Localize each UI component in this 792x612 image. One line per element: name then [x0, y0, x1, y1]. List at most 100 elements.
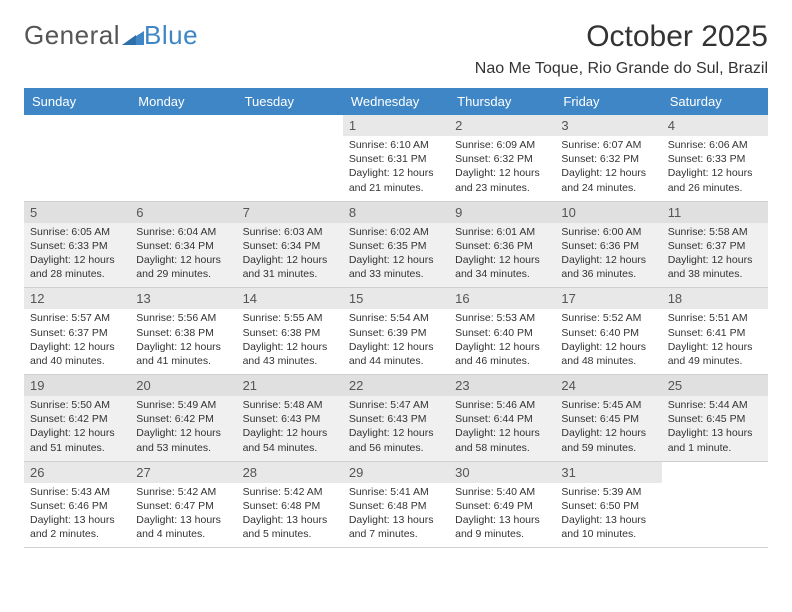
- calendar-table: SundayMondayTuesdayWednesdayThursdayFrid…: [24, 88, 768, 548]
- day-info: Sunrise: 5:56 AMSunset: 6:38 PMDaylight:…: [136, 311, 230, 368]
- title-block: October 2025 Nao Me Toque, Rio Grande do…: [475, 20, 768, 78]
- day-number: 6: [130, 202, 236, 223]
- sunrise-text: Sunrise: 5:58 AM: [668, 225, 762, 239]
- calendar-cell: [130, 115, 236, 201]
- day-number: 9: [449, 202, 555, 223]
- sunset-text: Sunset: 6:40 PM: [455, 326, 549, 340]
- day-header: Thursday: [449, 88, 555, 115]
- daylight-text: Daylight: 12 hours and 33 minutes.: [349, 253, 443, 281]
- calendar-cell: 2Sunrise: 6:09 AMSunset: 6:32 PMDaylight…: [449, 115, 555, 201]
- sunset-text: Sunset: 6:43 PM: [243, 412, 337, 426]
- day-info: Sunrise: 6:03 AMSunset: 6:34 PMDaylight:…: [243, 225, 337, 282]
- daylight-text: Daylight: 12 hours and 59 minutes.: [561, 426, 655, 454]
- calendar-cell: 9Sunrise: 6:01 AMSunset: 6:36 PMDaylight…: [449, 201, 555, 288]
- calendar-cell: 15Sunrise: 5:54 AMSunset: 6:39 PMDayligh…: [343, 288, 449, 375]
- day-header: Monday: [130, 88, 236, 115]
- sunset-text: Sunset: 6:43 PM: [349, 412, 443, 426]
- brand-logo: General Blue: [24, 20, 198, 51]
- day-info: Sunrise: 5:39 AMSunset: 6:50 PMDaylight:…: [561, 485, 655, 542]
- sunset-text: Sunset: 6:48 PM: [349, 499, 443, 513]
- sunrise-text: Sunrise: 5:42 AM: [243, 485, 337, 499]
- sunset-text: Sunset: 6:48 PM: [243, 499, 337, 513]
- daylight-text: Daylight: 12 hours and 49 minutes.: [668, 340, 762, 368]
- day-info: Sunrise: 5:55 AMSunset: 6:38 PMDaylight:…: [243, 311, 337, 368]
- day-number: 10: [555, 202, 661, 223]
- calendar-cell: [662, 461, 768, 548]
- daylight-text: Daylight: 12 hours and 41 minutes.: [136, 340, 230, 368]
- daylight-text: Daylight: 12 hours and 28 minutes.: [30, 253, 124, 281]
- sunset-text: Sunset: 6:39 PM: [349, 326, 443, 340]
- sunset-text: Sunset: 6:50 PM: [561, 499, 655, 513]
- daylight-text: Daylight: 13 hours and 10 minutes.: [561, 513, 655, 541]
- calendar-cell: 10Sunrise: 6:00 AMSunset: 6:36 PMDayligh…: [555, 201, 661, 288]
- calendar-week: 26Sunrise: 5:43 AMSunset: 6:46 PMDayligh…: [24, 461, 768, 548]
- calendar-cell: 11Sunrise: 5:58 AMSunset: 6:37 PMDayligh…: [662, 201, 768, 288]
- calendar-cell: 31Sunrise: 5:39 AMSunset: 6:50 PMDayligh…: [555, 461, 661, 548]
- calendar-cell: 3Sunrise: 6:07 AMSunset: 6:32 PMDaylight…: [555, 115, 661, 201]
- daylight-text: Daylight: 12 hours and 51 minutes.: [30, 426, 124, 454]
- calendar-cell: 14Sunrise: 5:55 AMSunset: 6:38 PMDayligh…: [237, 288, 343, 375]
- sunrise-text: Sunrise: 5:53 AM: [455, 311, 549, 325]
- sunrise-text: Sunrise: 5:42 AM: [136, 485, 230, 499]
- daylight-text: Daylight: 12 hours and 31 minutes.: [243, 253, 337, 281]
- day-info: Sunrise: 5:57 AMSunset: 6:37 PMDaylight:…: [30, 311, 124, 368]
- day-info: Sunrise: 6:01 AMSunset: 6:36 PMDaylight:…: [455, 225, 549, 282]
- sunset-text: Sunset: 6:46 PM: [30, 499, 124, 513]
- daylight-text: Daylight: 13 hours and 5 minutes.: [243, 513, 337, 541]
- sunset-text: Sunset: 6:44 PM: [455, 412, 549, 426]
- day-number: 22: [343, 375, 449, 396]
- sunrise-text: Sunrise: 5:55 AM: [243, 311, 337, 325]
- sunset-text: Sunset: 6:47 PM: [136, 499, 230, 513]
- sunrise-text: Sunrise: 6:05 AM: [30, 225, 124, 239]
- calendar-cell: 25Sunrise: 5:44 AMSunset: 6:45 PMDayligh…: [662, 375, 768, 462]
- sunrise-text: Sunrise: 5:46 AM: [455, 398, 549, 412]
- day-header: Tuesday: [237, 88, 343, 115]
- day-info: Sunrise: 5:51 AMSunset: 6:41 PMDaylight:…: [668, 311, 762, 368]
- day-info: Sunrise: 5:43 AMSunset: 6:46 PMDaylight:…: [30, 485, 124, 542]
- calendar-cell: [24, 115, 130, 201]
- day-number: 7: [237, 202, 343, 223]
- daylight-text: Daylight: 12 hours and 44 minutes.: [349, 340, 443, 368]
- day-info: Sunrise: 6:00 AMSunset: 6:36 PMDaylight:…: [561, 225, 655, 282]
- sunset-text: Sunset: 6:41 PM: [668, 326, 762, 340]
- day-number: 3: [555, 115, 661, 136]
- calendar-cell: 1Sunrise: 6:10 AMSunset: 6:31 PMDaylight…: [343, 115, 449, 201]
- daylight-text: Daylight: 12 hours and 53 minutes.: [136, 426, 230, 454]
- day-info: Sunrise: 6:06 AMSunset: 6:33 PMDaylight:…: [668, 138, 762, 195]
- location: Nao Me Toque, Rio Grande do Sul, Brazil: [475, 60, 768, 78]
- day-number: 12: [24, 288, 130, 309]
- calendar-cell: 24Sunrise: 5:45 AMSunset: 6:45 PMDayligh…: [555, 375, 661, 462]
- daylight-text: Daylight: 12 hours and 56 minutes.: [349, 426, 443, 454]
- sunrise-text: Sunrise: 5:49 AM: [136, 398, 230, 412]
- calendar-header-row: SundayMondayTuesdayWednesdayThursdayFrid…: [24, 88, 768, 115]
- day-info: Sunrise: 6:09 AMSunset: 6:32 PMDaylight:…: [455, 138, 549, 195]
- sunset-text: Sunset: 6:33 PM: [30, 239, 124, 253]
- sunset-text: Sunset: 6:38 PM: [136, 326, 230, 340]
- daylight-text: Daylight: 13 hours and 9 minutes.: [455, 513, 549, 541]
- sunset-text: Sunset: 6:34 PM: [136, 239, 230, 253]
- day-number: 26: [24, 462, 130, 483]
- sunset-text: Sunset: 6:36 PM: [455, 239, 549, 253]
- daylight-text: Daylight: 13 hours and 7 minutes.: [349, 513, 443, 541]
- calendar-cell: 19Sunrise: 5:50 AMSunset: 6:42 PMDayligh…: [24, 375, 130, 462]
- day-info: Sunrise: 5:53 AMSunset: 6:40 PMDaylight:…: [455, 311, 549, 368]
- sunset-text: Sunset: 6:33 PM: [668, 152, 762, 166]
- daylight-text: Daylight: 12 hours and 48 minutes.: [561, 340, 655, 368]
- daylight-text: Daylight: 12 hours and 21 minutes.: [349, 166, 443, 194]
- daylight-text: Daylight: 13 hours and 2 minutes.: [30, 513, 124, 541]
- sunrise-text: Sunrise: 6:07 AM: [561, 138, 655, 152]
- calendar-cell: 5Sunrise: 6:05 AMSunset: 6:33 PMDaylight…: [24, 201, 130, 288]
- daylight-text: Daylight: 12 hours and 29 minutes.: [136, 253, 230, 281]
- daylight-text: Daylight: 12 hours and 46 minutes.: [455, 340, 549, 368]
- day-info: Sunrise: 5:41 AMSunset: 6:48 PMDaylight:…: [349, 485, 443, 542]
- day-number: 21: [237, 375, 343, 396]
- calendar-cell: 17Sunrise: 5:52 AMSunset: 6:40 PMDayligh…: [555, 288, 661, 375]
- day-number: 16: [449, 288, 555, 309]
- day-info: Sunrise: 5:52 AMSunset: 6:40 PMDaylight:…: [561, 311, 655, 368]
- day-number: 11: [662, 202, 768, 223]
- day-info: Sunrise: 5:45 AMSunset: 6:45 PMDaylight:…: [561, 398, 655, 455]
- daylight-text: Daylight: 12 hours and 23 minutes.: [455, 166, 549, 194]
- sunset-text: Sunset: 6:49 PM: [455, 499, 549, 513]
- calendar-cell: 26Sunrise: 5:43 AMSunset: 6:46 PMDayligh…: [24, 461, 130, 548]
- day-number: 23: [449, 375, 555, 396]
